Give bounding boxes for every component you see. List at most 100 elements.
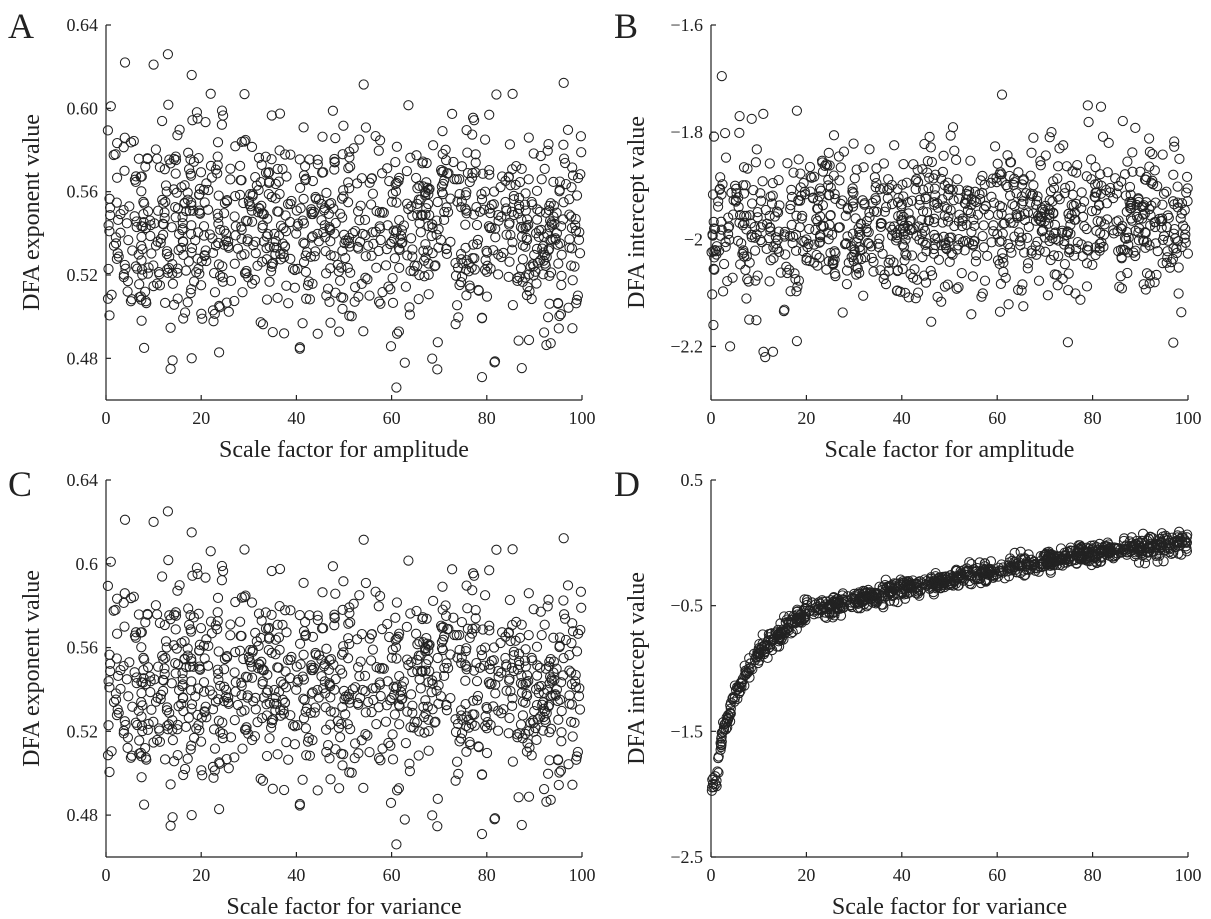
data-point (138, 799, 150, 810)
y-tick-label: 0.56 (67, 182, 99, 202)
data-point (186, 740, 197, 751)
data-point (342, 262, 353, 274)
data-point (523, 269, 535, 280)
data-point (191, 562, 203, 573)
data-point (880, 591, 891, 603)
data-point (118, 204, 129, 216)
data-point (1169, 141, 1180, 152)
data-point (320, 245, 331, 257)
data-point (385, 695, 396, 706)
data-point (157, 685, 169, 697)
data-point (851, 164, 862, 175)
data-point (1143, 543, 1154, 554)
data-point (1066, 199, 1077, 211)
data-point (572, 746, 584, 758)
data-point (159, 207, 170, 218)
data-point (193, 645, 205, 656)
data-point (208, 724, 220, 735)
data-point (773, 226, 785, 237)
data-point (300, 706, 311, 717)
data-point (926, 270, 938, 281)
data-point (515, 719, 527, 730)
data-point (230, 596, 241, 608)
data-point (553, 779, 564, 791)
data-point (987, 173, 999, 184)
data-point (121, 218, 133, 229)
data-point (552, 695, 563, 707)
data-point (399, 814, 410, 825)
data-point (841, 265, 853, 276)
data-point (1026, 147, 1037, 158)
data-point (531, 734, 542, 746)
data-point (248, 240, 259, 251)
data-point (102, 125, 114, 136)
data-point (119, 259, 130, 271)
data-point (888, 257, 899, 268)
data-point (544, 298, 555, 309)
data-point (1072, 236, 1083, 248)
data-point (998, 257, 1009, 268)
data-point (864, 144, 875, 155)
data-point (404, 758, 415, 769)
data-point (1096, 180, 1107, 191)
data-point (229, 752, 240, 763)
data-point (1040, 150, 1051, 161)
data-point (386, 236, 397, 248)
data-point (1145, 220, 1156, 231)
data-point (1013, 167, 1024, 178)
data-point (409, 716, 420, 728)
data-point (423, 745, 434, 756)
data-point (185, 154, 196, 165)
data-point (544, 222, 555, 233)
data-point (250, 236, 261, 247)
data-point (312, 785, 323, 796)
data-point (412, 210, 423, 221)
data-point (481, 266, 492, 278)
data-point (545, 653, 556, 665)
data-point (208, 316, 219, 327)
data-point (756, 236, 767, 248)
data-point (1114, 281, 1125, 292)
data-point (997, 202, 1008, 213)
data-point (898, 211, 909, 223)
data-point (1180, 237, 1191, 248)
data-point (307, 631, 319, 643)
data-point (506, 662, 518, 673)
data-point (170, 168, 181, 179)
data-point (420, 186, 431, 198)
data-point (161, 186, 172, 197)
data-point (545, 690, 556, 702)
data-point (797, 235, 808, 247)
data-point (1164, 262, 1176, 273)
data-point (461, 746, 472, 757)
data-point (1060, 182, 1071, 194)
data-point (277, 619, 288, 631)
data-point (237, 287, 248, 298)
data-point (304, 294, 316, 305)
data-point (847, 201, 859, 212)
data-point (463, 722, 474, 733)
data-point (427, 595, 439, 607)
data-point (1144, 146, 1156, 158)
x-tick-label: 80 (1084, 408, 1102, 428)
data-point (875, 221, 887, 233)
data-point (942, 177, 953, 188)
data-point (833, 151, 845, 162)
data-point (456, 202, 467, 213)
data-point (479, 590, 491, 601)
data-point (853, 593, 865, 604)
data-point (501, 659, 512, 670)
data-point (298, 649, 309, 660)
data-point (202, 204, 214, 215)
data-point (1152, 245, 1163, 257)
data-point (924, 131, 935, 143)
data-point (217, 110, 229, 121)
data-point (368, 238, 379, 249)
data-point (320, 268, 332, 279)
data-point (456, 616, 468, 628)
data-point (823, 256, 834, 267)
data-point (886, 198, 898, 210)
data-point (294, 154, 305, 165)
